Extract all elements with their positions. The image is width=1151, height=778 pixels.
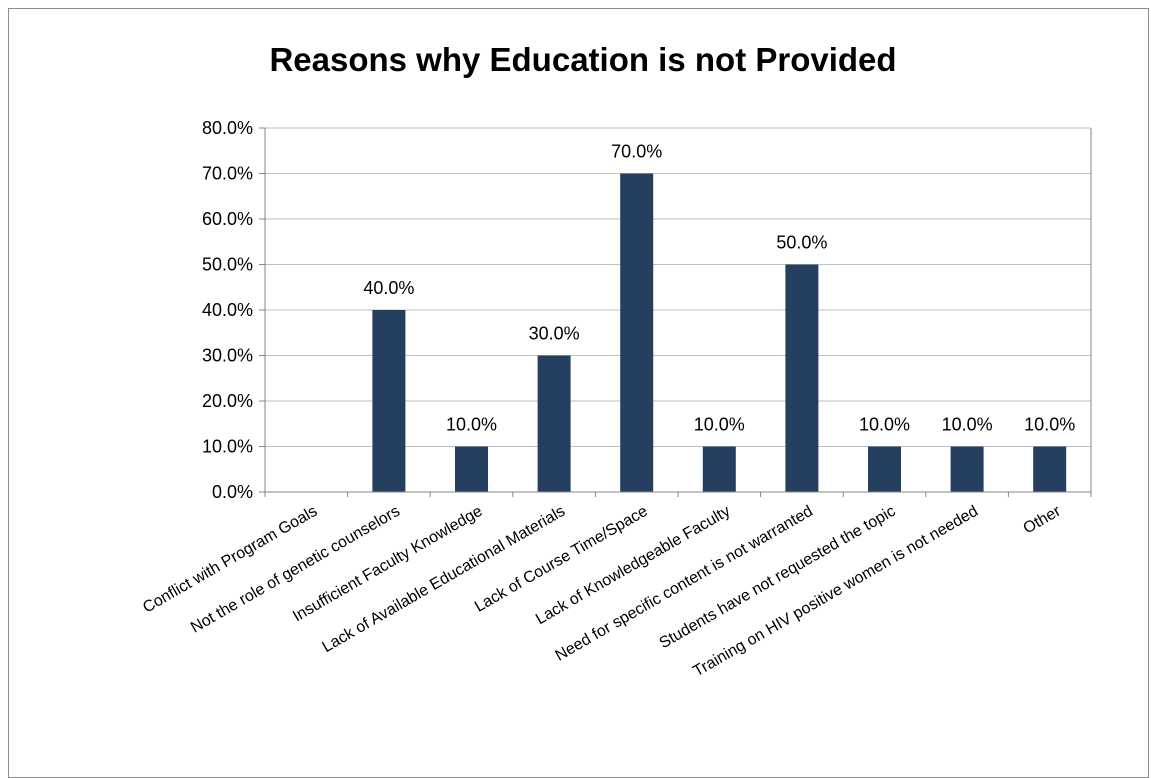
y-tick-label: 40.0% (202, 300, 253, 320)
axes (259, 127, 1092, 497)
bar (950, 446, 984, 492)
y-tick-label: 0.0% (212, 482, 253, 502)
bar (868, 446, 901, 492)
y-tick-label: 20.0% (202, 391, 253, 411)
y-tick-label: 50.0% (202, 255, 253, 275)
bar (785, 264, 819, 492)
data-label: 10.0% (694, 415, 745, 435)
y-tick-label: 30.0% (202, 346, 253, 366)
bar (537, 355, 571, 492)
category-label: Other (1021, 502, 1065, 537)
data-label: 70.0% (611, 142, 662, 162)
data-label: 40.0% (363, 278, 414, 298)
data-label: 50.0% (776, 233, 827, 253)
chart-title: Reasons why Education is not Provided (269, 41, 896, 78)
data-label: 30.0% (529, 324, 580, 344)
y-tick-label: 10.0% (202, 437, 253, 457)
data-labels: 40.0% 10.0% 30.0% 70.0% 10.0% 50.0% 10.0% 10.0%… (363, 142, 1075, 435)
bar (1033, 446, 1067, 492)
bar (455, 446, 488, 492)
bar (702, 446, 736, 492)
data-label: 10.0% (942, 415, 993, 435)
data-label: 10.0% (1024, 415, 1075, 435)
chart-frame (8, 8, 1149, 778)
y-tick-label: 80.0% (202, 118, 253, 138)
bar (372, 310, 406, 492)
bars (372, 173, 1067, 492)
y-tick-label: 70.0% (202, 164, 253, 184)
category-label: Training on HIV positive women is not ne… (690, 503, 981, 681)
y-tick-label: 60.0% (202, 209, 253, 229)
data-label: 10.0% (859, 415, 910, 435)
data-label: 10.0% (446, 415, 497, 435)
y-axis-ticks: 0.0% 10.0% 20.0% 30.0% 40.0% 50.0% 60.0% 70.0% 8… (202, 118, 253, 502)
bar (620, 173, 654, 492)
